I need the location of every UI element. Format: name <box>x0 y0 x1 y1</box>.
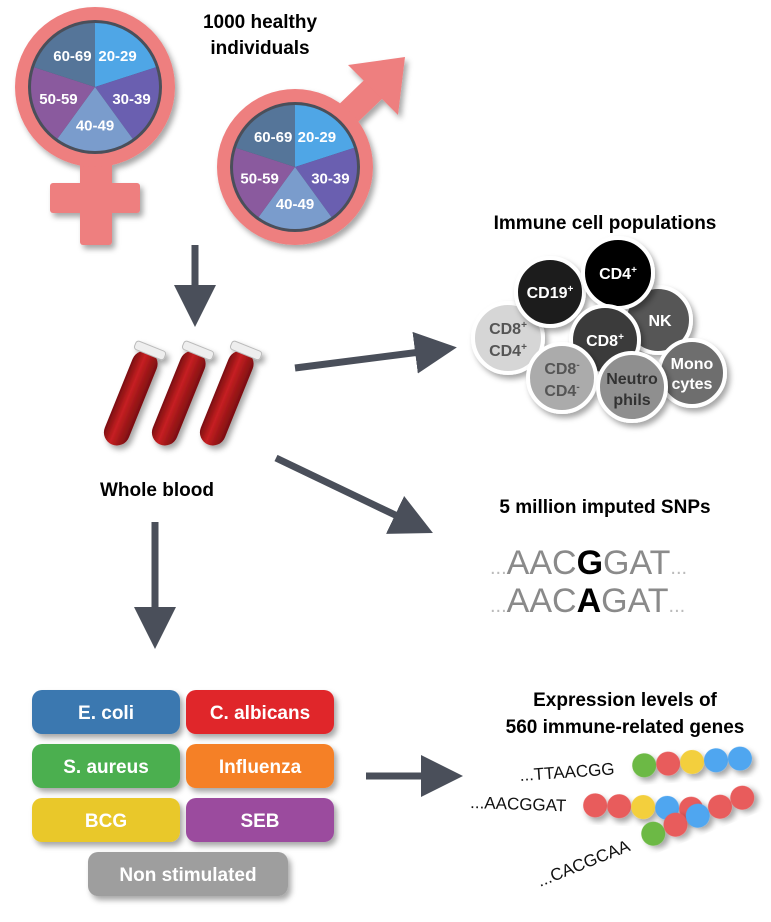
svg-text:phils: phils <box>613 392 650 409</box>
svg-text:Influenza: Influenza <box>219 757 302 778</box>
expression-dot <box>641 821 666 846</box>
cell-cd4: CD4+ <box>581 236 655 310</box>
svg-text:CD8-: CD8- <box>544 360 579 378</box>
svg-text:BCG: BCG <box>85 811 127 832</box>
pie-label-20-29: 20-29 <box>298 129 336 146</box>
pie-slice-40-49 <box>258 167 332 229</box>
pie-label-30-39: 30-39 <box>311 170 349 187</box>
stimulus-s-aureus: S. aureus <box>32 744 180 788</box>
svg-text:CD4-: CD4- <box>544 382 579 400</box>
pie-label-50-59: 50-59 <box>240 170 278 187</box>
pie-slice-40-49 <box>57 87 133 151</box>
whole-blood-label: Whole blood <box>100 480 214 501</box>
expression-dot <box>631 795 656 820</box>
pie-label-60-69: 60-69 <box>254 129 292 146</box>
expression-dot <box>663 812 688 837</box>
expression-dot <box>632 753 657 778</box>
pie-slice-30-39 <box>295 147 357 218</box>
svg-text:...CACGCAA: ...CACGCAA <box>534 836 633 891</box>
expression-dot <box>583 793 608 818</box>
expression-dot <box>685 803 710 828</box>
stimulus-c-albicans: C. albicans <box>186 690 334 734</box>
stimulus-influenza: Influenza <box>186 744 334 788</box>
pie-slice-60-69 <box>236 105 295 167</box>
snp-sequence-2: ...AACAGAT... <box>490 582 685 620</box>
arrow-blood-to-cells <box>294 331 457 374</box>
snps-title: 5 million imputed SNPs <box>499 497 710 518</box>
svg-text:S. aureus: S. aureus <box>63 757 149 778</box>
svg-text:CD19+: CD19+ <box>527 284 574 302</box>
expression-dot <box>727 746 752 771</box>
svg-text:Mono: Mono <box>671 356 714 373</box>
immune-title: Immune cell populations <box>494 213 717 234</box>
immune-cells: CD8+ CD4+ CD19+ NK CD4+ CD8+ CD8- CD4- M… <box>471 236 727 423</box>
female-age-pie: 20-29 30-39 40-49 50-59 60-69 <box>28 20 162 154</box>
svg-text:NK: NK <box>648 313 672 330</box>
pie-slice-20-29 <box>295 105 354 167</box>
cell-cd8-cd4-double-negative: CD8- CD4- <box>526 342 598 414</box>
svg-text:CD4+: CD4+ <box>599 265 637 283</box>
cell-neutrophils: Neutro phils <box>596 351 668 423</box>
svg-text:cytes: cytes <box>672 376 713 393</box>
arrows <box>134 245 463 797</box>
blood-tubes-icon <box>103 340 263 446</box>
svg-text:CD8+: CD8+ <box>489 320 527 338</box>
svg-text:E. coli: E. coli <box>78 703 134 724</box>
cell-cd19: CD19+ <box>514 256 586 328</box>
pie-slice-50-59 <box>233 147 295 218</box>
svg-text:Non stimulated: Non stimulated <box>119 865 256 886</box>
stimulus-e-coli: E. coli <box>32 690 180 734</box>
cell-monocytes: Mono cytes <box>657 338 727 408</box>
arrow-blood-to-snps <box>274 454 433 534</box>
stimulus-seb: SEB <box>186 798 334 842</box>
expression-dot <box>730 785 755 810</box>
svg-text:Neutro: Neutro <box>606 371 658 388</box>
cohort-title-line2: individuals <box>210 38 309 59</box>
male-age-pie: 20-29 30-39 40-49 50-59 60-69 <box>230 102 360 232</box>
expression-dot <box>607 794 632 819</box>
pie-label-20-29: 20-29 <box>98 48 136 65</box>
pie-slice-20-29 <box>95 23 156 87</box>
expression-row-1: ...TTAACGG <box>519 746 752 785</box>
svg-text:...TTAACGG: ...TTAACGG <box>519 759 615 785</box>
cell-cd8-cd4-double-positive: CD8+ CD4+ <box>471 301 545 375</box>
svg-text:CD4+: CD4+ <box>489 342 527 360</box>
stimulus-non-stimulated: Non stimulated <box>88 852 288 896</box>
stimuli-grid: E. coli C. albicans S. aureus Influenza … <box>32 690 334 896</box>
pie-label-30-39: 30-39 <box>112 91 150 108</box>
svg-text:CD8+: CD8+ <box>586 332 624 350</box>
pie-label-50-59: 50-59 <box>39 91 77 108</box>
pie-slice-50-59 <box>30 67 95 139</box>
pie-label-40-49: 40-49 <box>76 117 114 134</box>
expression-dot <box>680 749 705 774</box>
expression-title-line1: Expression levels of <box>533 690 717 711</box>
pie-label-40-49: 40-49 <box>276 196 314 213</box>
pie-label-60-69: 60-69 <box>53 48 91 65</box>
stimulus-bcg: BCG <box>32 798 180 842</box>
svg-text:C. albicans: C. albicans <box>210 703 310 724</box>
pie-slice-60-69 <box>34 23 95 87</box>
svg-text:SEB: SEB <box>240 811 279 832</box>
expression-title-line2: 560 immune-related genes <box>506 717 745 738</box>
expression-dot <box>704 748 729 773</box>
snp-sequence-1: ...AACGGAT... <box>490 544 687 582</box>
expression-dot <box>656 751 681 776</box>
cohort-title-line1: 1000 healthy <box>203 12 317 33</box>
expression-dot <box>708 794 733 819</box>
svg-text:...AACGGAT: ...AACGGAT <box>470 793 567 815</box>
pie-slice-30-39 <box>95 67 159 139</box>
